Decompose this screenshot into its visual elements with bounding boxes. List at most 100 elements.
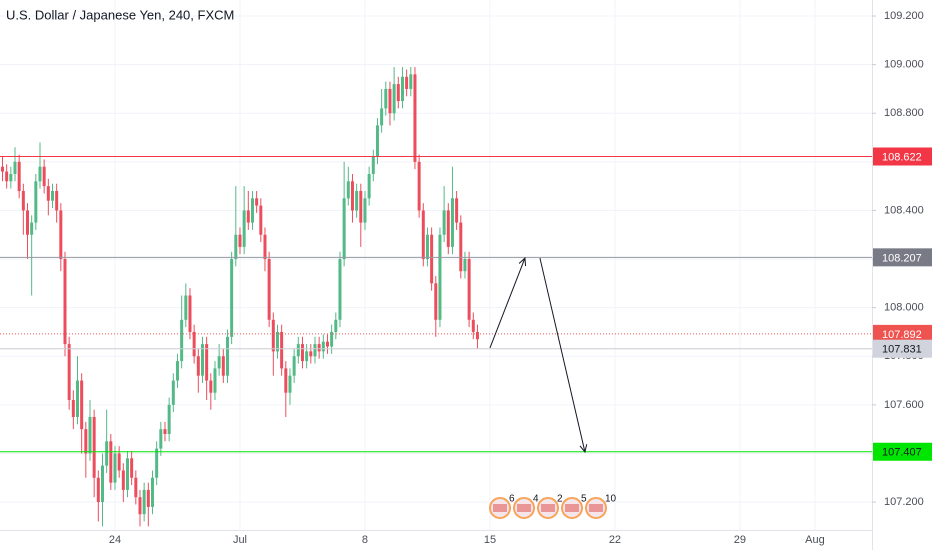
candle-body — [13, 161, 17, 174]
candle-body — [363, 198, 367, 223]
candle-body — [50, 191, 54, 201]
price-label: 107.407 — [882, 447, 922, 459]
candle-body — [92, 417, 96, 478]
event-flag — [493, 504, 507, 512]
candle-body — [42, 166, 46, 187]
candle-body — [167, 404, 171, 435]
candle-body — [9, 173, 13, 182]
candle-body — [75, 380, 79, 418]
candle-body — [5, 171, 9, 182]
candle-body — [263, 234, 267, 260]
candle-body — [55, 191, 59, 211]
candle-body — [471, 319, 475, 332]
candle-body — [450, 198, 454, 247]
candle-body — [180, 319, 184, 362]
candle-body — [246, 210, 250, 223]
candle-body — [71, 399, 75, 418]
candle-body — [396, 84, 400, 102]
candle-body — [442, 210, 446, 235]
x-tick-label: 24 — [109, 534, 121, 546]
plot: 6 4 2 5 10 — [0, 67, 872, 527]
event-flag — [589, 504, 603, 512]
candle-body — [217, 356, 221, 369]
candle-body — [171, 380, 175, 405]
price-label: 108.207 — [882, 252, 922, 264]
candle-body — [430, 234, 434, 284]
candle-body — [421, 210, 425, 260]
candle-body — [446, 210, 450, 247]
x-tick-label: Jul — [233, 534, 247, 546]
candle-body — [405, 76, 409, 89]
event-count: 4 — [533, 494, 539, 505]
candle-body — [142, 489, 146, 515]
event-flag — [541, 504, 555, 512]
candle-body — [34, 181, 38, 223]
y-tick-label: 107.200 — [884, 496, 924, 508]
candle-body — [455, 198, 459, 223]
y-tick-label: 108.000 — [884, 302, 924, 314]
candle-body — [192, 331, 196, 357]
candle-body — [125, 458, 129, 490]
candle-body — [121, 470, 125, 490]
candle-body — [355, 191, 359, 211]
x-tick-label: 15 — [484, 534, 496, 546]
price-label-box — [873, 248, 932, 267]
candle-body — [25, 210, 29, 235]
candle-body — [425, 234, 429, 260]
candle-body — [17, 161, 21, 192]
candle-body — [267, 259, 271, 320]
candle-body — [105, 441, 109, 466]
candle-body — [409, 74, 413, 89]
candle-body — [138, 497, 142, 515]
candle-body — [200, 344, 204, 376]
candle-body — [296, 344, 300, 357]
candle-body — [221, 356, 225, 376]
event-flag — [565, 504, 579, 512]
candle-body — [388, 88, 392, 114]
candle-body — [234, 234, 238, 260]
candle-body — [46, 186, 50, 201]
grid — [0, 0, 872, 530]
candle-body — [155, 448, 159, 478]
event-count: 5 — [581, 494, 587, 505]
axes: 24Jul8152229Aug107.200107.400107.600107.… — [109, 10, 932, 546]
candle-body — [467, 259, 471, 320]
candle-body — [300, 344, 304, 362]
x-tick-label: 8 — [362, 534, 368, 546]
candle-body — [100, 465, 104, 503]
candle-body — [350, 181, 354, 211]
candle-body — [275, 331, 279, 352]
candle-body — [325, 341, 329, 347]
candle-body — [67, 344, 71, 400]
arrow-head — [579, 444, 588, 454]
candle-body — [434, 283, 438, 320]
candle-body — [271, 319, 275, 352]
candle-body — [238, 234, 242, 247]
candle-body — [346, 181, 350, 199]
candle-body — [88, 417, 92, 454]
price-label-box — [873, 324, 932, 343]
candle-body — [309, 351, 313, 357]
candle-body — [230, 259, 234, 337]
price-label: 107.892 — [882, 329, 922, 341]
candle-body — [159, 429, 163, 449]
candle-body — [375, 125, 379, 157]
candle-body — [392, 84, 396, 114]
candle-body — [330, 331, 334, 347]
candle-body — [59, 210, 63, 260]
candle-body — [321, 341, 325, 352]
candle-body — [30, 222, 34, 235]
chart-title: U.S. Dollar / Japanese Yen, 240, FXCM — [6, 7, 234, 22]
candle-body — [313, 344, 317, 357]
candle-body — [292, 356, 296, 376]
candle-body — [334, 319, 338, 332]
candle-body — [242, 210, 246, 247]
candle-body — [175, 361, 179, 381]
arrow-line — [539, 257, 586, 453]
candle-body — [96, 477, 100, 503]
candle-body — [359, 191, 363, 223]
candle-body — [259, 205, 263, 235]
candle-body — [255, 198, 259, 206]
